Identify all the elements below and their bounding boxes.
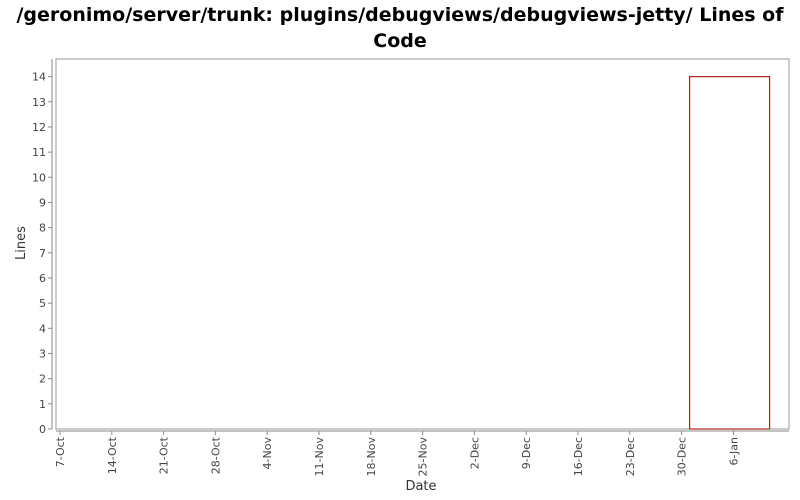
x-tick-label: 16-Dec <box>572 437 585 476</box>
bar-series <box>688 76 771 430</box>
x-tick-label: 30-Dec <box>676 437 689 476</box>
x-tick-label: 25-Nov <box>417 437 430 477</box>
plot-area <box>55 58 790 430</box>
y-tick-label: 6 <box>39 272 46 285</box>
chart-title-line-2: Code <box>373 30 427 52</box>
x-tick-label: 9-Dec <box>520 437 533 469</box>
x-tick-label: 11-Nov <box>313 437 326 477</box>
x-tick-label: 21-Oct <box>158 436 171 474</box>
y-tick-label: 10 <box>32 171 46 184</box>
x-tick-label: 2-Dec <box>468 437 481 469</box>
chart-title: /geronimo/server/trunk: plugins/debugvie… <box>0 2 800 54</box>
y-tick-label: 0 <box>39 423 46 436</box>
y-tick-label: 5 <box>39 297 46 310</box>
plot-border <box>55 58 790 430</box>
x-tick-label: 28-Oct <box>209 436 222 474</box>
y-tick-label: 1 <box>39 398 46 411</box>
bar <box>688 76 771 430</box>
y-tick-label: 13 <box>32 96 46 109</box>
x-axis-title: Date <box>405 479 436 494</box>
y-tick-label: 12 <box>32 121 46 134</box>
x-tick-label: 23-Dec <box>624 437 637 476</box>
y-tick-label: 3 <box>39 347 46 360</box>
y-tick-label: 8 <box>39 222 46 235</box>
x-axis: 7-Oct 14-Oct 21-Oct 28-Oct 4-Nov 11-Nov 18-Nov… <box>54 430 789 477</box>
y-tick-label: 9 <box>39 196 46 209</box>
y-tick-label: 14 <box>32 71 46 84</box>
y-axis-title: Lines <box>14 226 29 260</box>
x-tick-label: 14-Oct <box>106 436 119 474</box>
x-tick-label: 7-Oct <box>54 436 67 467</box>
y-tick-label: 4 <box>39 322 46 335</box>
x-tick-label: 6-Jan <box>727 437 740 466</box>
y-tick-label: 11 <box>32 146 46 159</box>
y-tick-label: 7 <box>39 247 46 260</box>
y-tick-label: 2 <box>39 373 46 386</box>
x-tick-label: 4-Nov <box>261 437 274 470</box>
chart-title-line-1: /geronimo/server/trunk: plugins/debugvie… <box>16 4 784 26</box>
x-tick-label: 18-Nov <box>365 437 378 477</box>
